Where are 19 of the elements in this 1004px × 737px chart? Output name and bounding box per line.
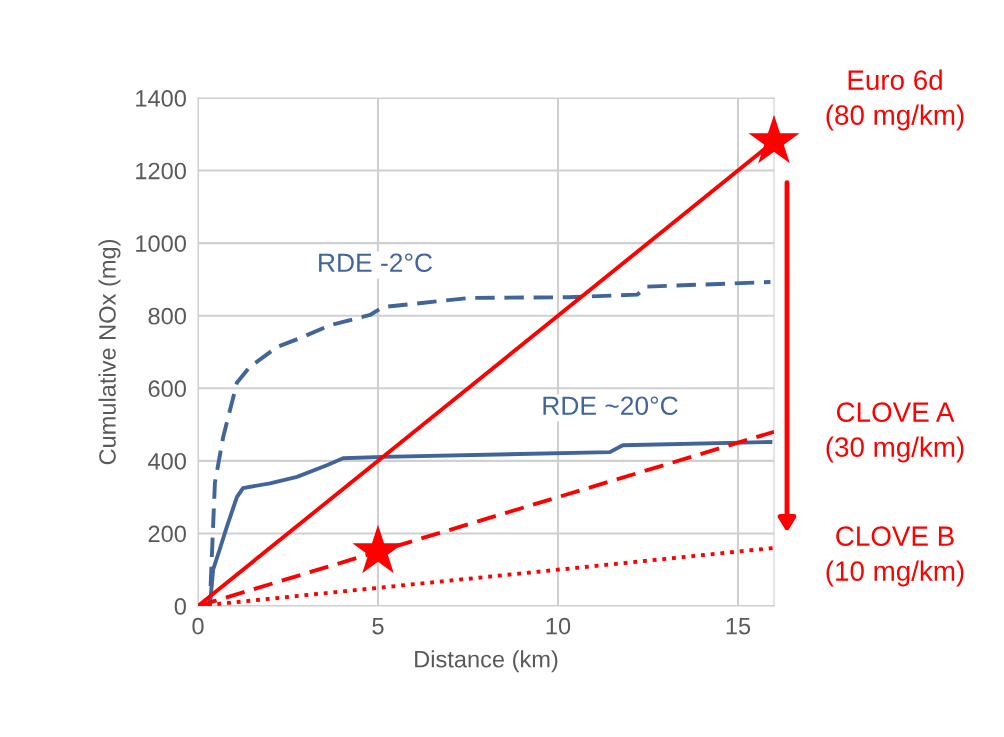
y-tick-label: 1200 (136, 162, 186, 180)
x-tick-label: 5 (372, 617, 384, 635)
y-tick-label: 0 (174, 598, 186, 615)
y-tick-label: 600 (148, 380, 186, 398)
series-label: Euro 6d (80 mg/km) (826, 69, 964, 131)
y-axis-title: Cumulative NOx (mg) (98, 239, 121, 465)
x-tick-label: 0 (192, 617, 204, 635)
y-tick-label: 400 (148, 452, 186, 470)
x-tick-label: 10 (546, 617, 571, 635)
y-tick-label: 1000 (136, 235, 186, 252)
y-tick-label: 1400 (136, 90, 186, 107)
y-tick-label: 800 (148, 307, 186, 325)
series-label: CLOVE B (10 mg/km) (826, 526, 964, 587)
y-tick-label: 200 (148, 525, 186, 543)
series-label: RDE -2°C (319, 253, 433, 273)
x-axis-title: Distance (km) (415, 650, 558, 673)
series-label: RDE ~20°C (543, 396, 678, 416)
x-tick-label: 15 (726, 617, 751, 635)
series-label: CLOVE A (30 mg/km) (826, 402, 964, 463)
